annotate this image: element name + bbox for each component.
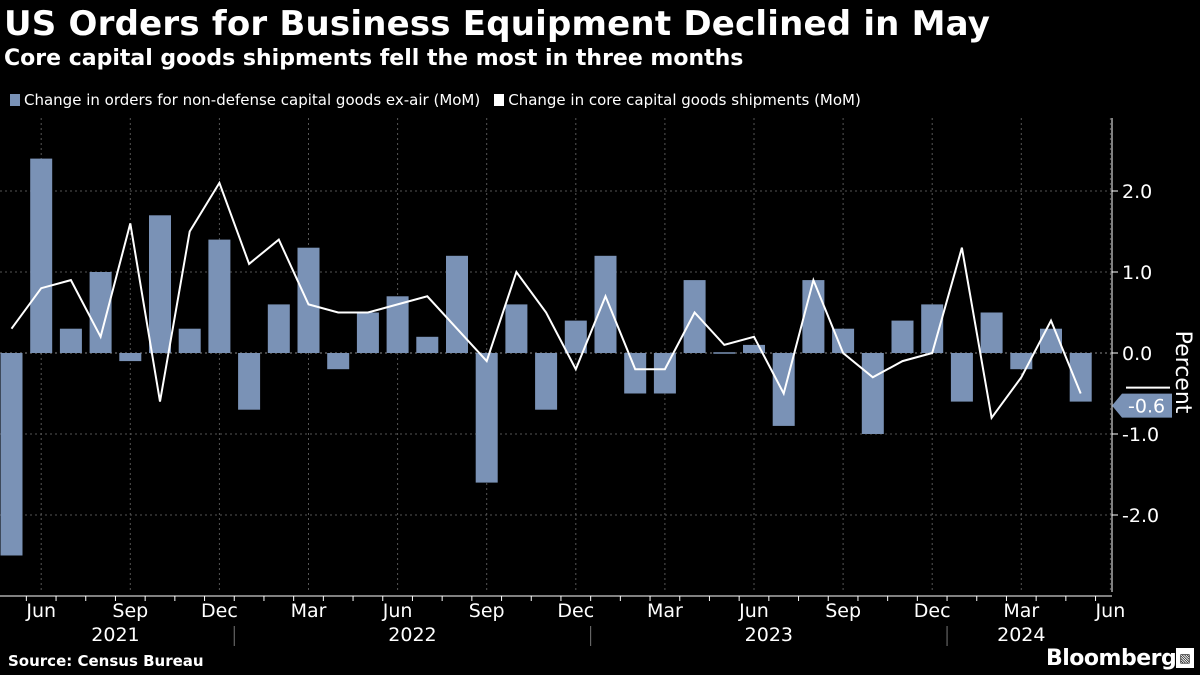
legend-swatch-shipments [494,94,505,106]
bar [713,352,736,354]
y-tick-label: -1.0 [1122,424,1159,446]
legend-item-orders: Change in orders for non-defense capital… [10,91,480,109]
source-note: Source: Census Bureau [8,652,204,670]
bar [119,353,142,362]
bar [30,158,53,353]
legend-label-orders: Change in orders for non-defense capital… [24,91,481,109]
bar [683,280,706,353]
bar [89,272,112,353]
bar [297,247,320,353]
bar [505,304,528,353]
bar [1069,353,1092,402]
bar [535,353,558,410]
bar [446,255,468,353]
x-tick-label: Sep [112,600,148,622]
bar [416,336,439,353]
x-year-label: 2022 [388,624,436,646]
bar [0,353,23,556]
bar [980,312,1003,353]
bar [59,328,82,353]
bar [921,304,944,353]
y-tick-label: 2.0 [1122,181,1152,203]
bloomberg-terminal-icon: ▧ [1176,648,1194,668]
bar [594,255,617,353]
x-tick-label: Dec [201,600,238,622]
bar [149,215,171,353]
legend-item-shipments: Change in core capital goods shipments (… [494,91,861,109]
bar [208,239,231,353]
bar [861,353,884,434]
x-tick-label: Jun [382,600,413,622]
x-year-label: 2021 [91,624,139,646]
x-tick-label: Jun [738,600,769,622]
chart-title: US Orders for Business Equipment Decline… [4,4,991,44]
y-tick-label: -2.0 [1122,505,1159,527]
x-tick-label: Mar [647,600,683,622]
bar [832,328,855,353]
bar [950,353,973,402]
chart-subtitle: Core capital goods shipments fell the mo… [4,46,744,71]
x-tick-label: Dec [557,600,594,622]
x-year-label: 2023 [745,624,793,646]
legend: Change in orders for non-defense capital… [10,91,875,109]
legend-label-shipments: Change in core capital goods shipments (… [508,91,861,109]
x-tick-label: Mar [291,600,327,622]
brand-logo: Bloomberg [1046,646,1177,671]
x-tick-label: Sep [825,600,861,622]
last-value-badge [1112,393,1172,418]
bar [802,280,825,353]
x-tick-label: Sep [469,600,505,622]
legend-swatch-orders [10,94,20,106]
bar [475,353,498,483]
bar [624,353,647,394]
y-tick-label: 1.0 [1122,262,1152,284]
bar [564,320,587,353]
bar [238,353,261,410]
x-tick-label: Mar [1003,600,1039,622]
bar [743,344,765,353]
x-year-label: 2024 [997,624,1045,646]
x-tick-label: Jun [1095,600,1126,622]
bar [891,320,914,353]
bar [267,304,290,353]
last-value-label: -0.6 [1128,396,1165,418]
x-tick-label: Dec [914,600,951,622]
y-tick-label: 0.0 [1122,343,1152,365]
y-axis-title: Percent [1170,331,1195,414]
bar [356,312,379,353]
series-line-shipments [10,180,1082,421]
x-tick-label: Jun [25,600,56,622]
bar [178,328,201,353]
bar [653,353,676,394]
bar [327,353,350,370]
bar [386,296,409,353]
